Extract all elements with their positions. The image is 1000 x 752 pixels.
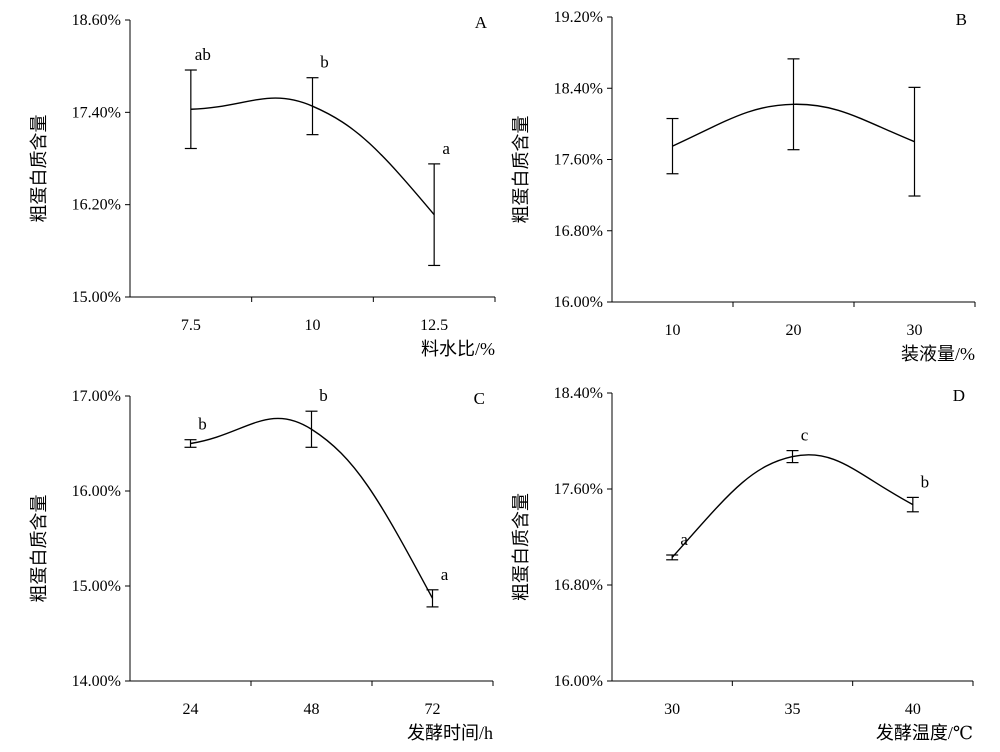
error-bar	[184, 69, 197, 150]
y-tick-label: 19.20%	[554, 9, 603, 26]
y-axis-title: 粗蛋白质含量	[511, 493, 531, 601]
panel-letter: C	[474, 389, 485, 408]
x-tick-label: 7.5	[181, 317, 201, 334]
x-tick-label: 20	[786, 322, 802, 339]
y-tick-label: 15.00%	[72, 578, 121, 595]
significance-letter: ab	[195, 45, 211, 64]
y-tick-label: 16.00%	[72, 483, 121, 500]
panel-letter: A	[475, 13, 488, 32]
series-line	[671, 454, 914, 558]
error-bar	[906, 496, 919, 513]
y-tick-label: 16.20%	[72, 197, 121, 214]
x-axis-title: 料水比/%	[421, 339, 495, 359]
error-bar	[666, 554, 679, 561]
error-bar	[305, 410, 318, 448]
x-tick-label: 10	[665, 322, 681, 339]
y-tick-label: 16.80%	[554, 223, 603, 240]
y-tick-label: 14.00%	[72, 673, 121, 690]
y-tick-label: 17.60%	[554, 152, 603, 169]
x-tick-label: 30	[907, 322, 923, 339]
significance-letter: b	[319, 386, 328, 405]
significance-letter: a	[441, 565, 449, 584]
panel-letter: D	[953, 386, 965, 405]
y-tick-label: 17.60%	[554, 481, 603, 498]
y-tick-label: 16.00%	[554, 673, 603, 690]
chart-panel-D: 16.00% 16.80% 17.60% 18.40% 30 35 40 发酵温度/℃ 粗蛋白质…	[511, 385, 974, 743]
error-bar	[787, 58, 800, 151]
error-bar	[666, 117, 679, 175]
y-tick-label: 18.60%	[72, 12, 121, 29]
significance-letter: a	[442, 139, 450, 158]
panel-letter: B	[956, 10, 967, 29]
chart-panel-B: 16.00% 16.80% 17.60% 18.40% 19.20% 10 20 30 装液量/…	[511, 9, 976, 364]
x-tick-label: 12.5	[420, 317, 448, 334]
x-tick-label: 48	[304, 701, 320, 718]
significance-letter: b	[198, 415, 207, 434]
error-bar	[306, 77, 319, 136]
y-tick-label: 16.80%	[554, 577, 603, 594]
significance-letter: b	[921, 472, 930, 491]
y-tick-label: 18.40%	[554, 385, 603, 402]
y-axis-title: 粗蛋白质含量	[29, 115, 49, 223]
x-axis-title: 发酵时间/h	[407, 723, 493, 743]
x-axis-title: 发酵温度/℃	[876, 723, 973, 743]
error-bar	[184, 439, 197, 448]
x-tick-label: 30	[664, 701, 680, 718]
y-axis-title: 粗蛋白质含量	[29, 495, 49, 603]
y-tick-label: 16.00%	[554, 294, 603, 311]
y-tick-label: 17.00%	[72, 388, 121, 405]
y-axis-title: 粗蛋白质含量	[511, 116, 531, 224]
chart-panel-A: 15.00% 16.20% 17.40% 18.60% 7.5 10 12.5 料水比/% 粗蛋…	[29, 12, 496, 359]
error-bar	[426, 589, 439, 608]
error-bar	[428, 163, 441, 267]
error-bar	[786, 450, 799, 464]
x-tick-label: 10	[305, 317, 321, 334]
y-tick-label: 17.40%	[72, 104, 121, 121]
significance-letter: a	[680, 530, 688, 549]
error-bar	[908, 86, 921, 197]
chart-panel-C: 14.00% 15.00% 16.00% 17.00% 24 48 72 发酵时间/h 粗蛋白质…	[29, 386, 494, 743]
significance-letter: c	[801, 426, 809, 445]
significance-letter: b	[320, 53, 329, 72]
x-tick-label: 40	[905, 701, 921, 718]
y-tick-label: 15.00%	[72, 289, 121, 306]
x-axis-title: 装液量/%	[901, 344, 975, 364]
y-tick-label: 18.40%	[554, 80, 603, 97]
x-tick-label: 72	[425, 701, 441, 718]
x-tick-label: 35	[785, 701, 801, 718]
x-tick-label: 24	[183, 701, 199, 718]
